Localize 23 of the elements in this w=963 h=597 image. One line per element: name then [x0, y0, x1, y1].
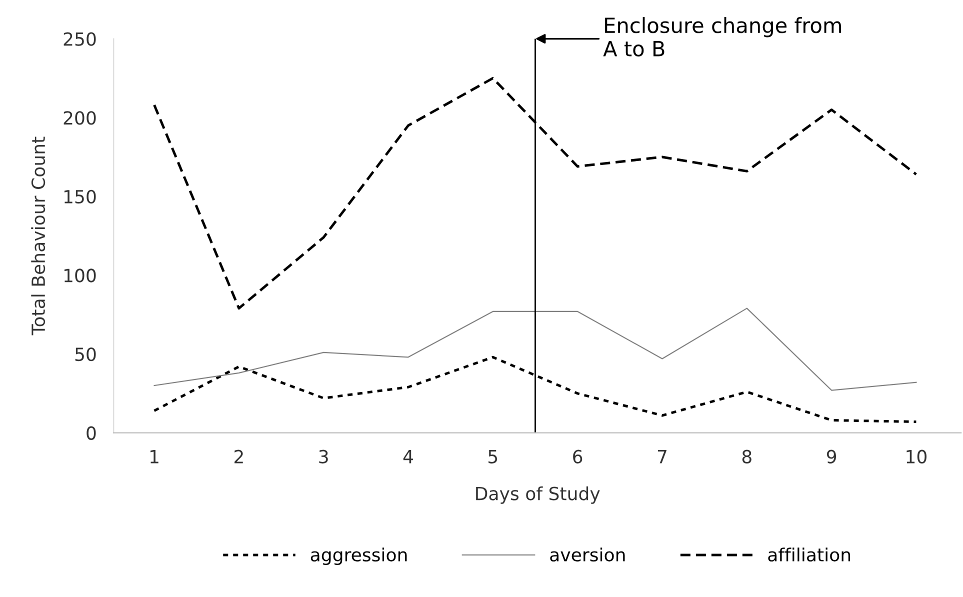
legend-label: aversion [550, 548, 625, 562]
y-tick-label: 100 [64, 268, 96, 282]
legend-label: affiliation [768, 548, 850, 562]
y-tick-label: 50 [75, 347, 96, 362]
y-tick-label: 150 [64, 190, 96, 204]
x-axis-title: Days of Study [476, 486, 600, 504]
y-tick-label: 250 [64, 32, 96, 46]
x-tick-label: 4 [403, 450, 413, 464]
x-tick-label: 7 [658, 450, 666, 464]
x-tick-label: 5 [488, 450, 498, 464]
y-tick-label: 0 [86, 426, 96, 440]
legend-label: aggression [310, 548, 407, 566]
line-series [154, 308, 917, 391]
x-tick-label: 6 [573, 450, 582, 464]
x-tick-label: 1 [150, 450, 158, 464]
y-tick-label: 200 [64, 111, 96, 125]
x-tick-label: 9 [826, 450, 836, 464]
x-tick-label: 8 [742, 450, 752, 464]
annotation: Enclosure change from A to B [603, 17, 841, 57]
x-tick-label: 2 [234, 450, 243, 464]
x-tick-label: 10 [906, 450, 926, 464]
y-axis-title: Total Behaviour Count [31, 136, 46, 336]
x-tick-label: 3 [319, 450, 328, 464]
